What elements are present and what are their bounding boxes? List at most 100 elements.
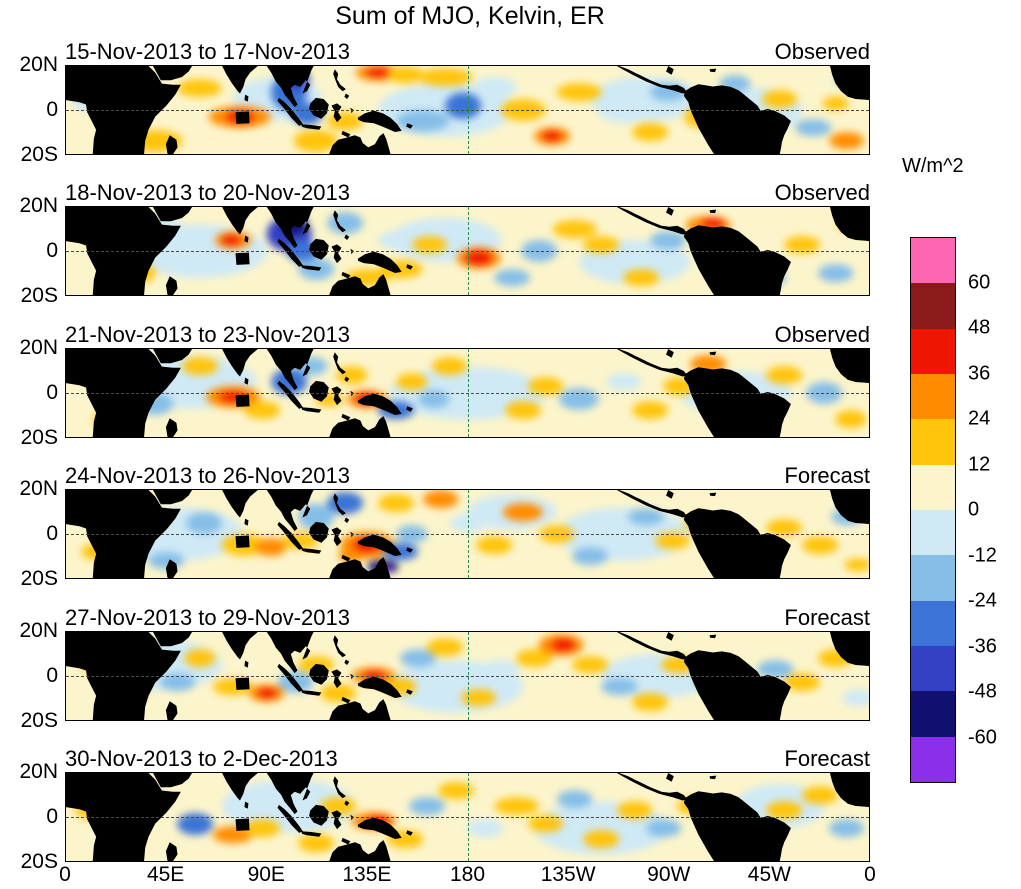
- anomaly-blob: [400, 649, 437, 667]
- anomaly-blob: [422, 490, 459, 508]
- anomaly-blob: [527, 377, 564, 395]
- anomaly-blob: [650, 231, 687, 250]
- colorbar-box: [911, 419, 955, 465]
- anomaly-blob: [427, 638, 464, 656]
- y-tick-label: 20N: [19, 618, 58, 642]
- colorbar-box: [911, 238, 955, 284]
- map-plot: [65, 347, 870, 438]
- y-tick-label: 20N: [19, 477, 58, 501]
- colorbar-box: [911, 691, 955, 737]
- panel-source-label: Forecast: [784, 463, 870, 489]
- anomaly-blob: [244, 819, 281, 837]
- colorbar-box: [911, 464, 955, 510]
- colorbar-tick-label: 60: [968, 271, 991, 293]
- y-tick-label: 20N: [19, 760, 58, 783]
- anomaly-blob: [623, 268, 660, 287]
- anomaly-blob: [701, 218, 725, 228]
- anomaly-blob: [828, 819, 865, 837]
- y-tick-label: 20S: [20, 425, 58, 449]
- y-tick-label: 0: [46, 805, 58, 828]
- panel-date-range: 27-Nov-2013 to 29-Nov-2013: [65, 604, 350, 630]
- anomaly-blob: [543, 131, 562, 141]
- y-tick-label: 0: [46, 522, 58, 546]
- anomaly-blob: [817, 264, 854, 283]
- anomaly-blob: [219, 392, 247, 402]
- anomaly-blob: [583, 830, 620, 848]
- panel-date-range: 24-Nov-2013 to 26-Nov-2013: [65, 463, 350, 489]
- anomaly-blob: [572, 547, 609, 565]
- anomaly-blob: [628, 507, 664, 526]
- panel-source-label: Forecast: [784, 604, 870, 630]
- panel-source-label: Observed: [774, 321, 870, 347]
- anomaly-blob: [494, 797, 539, 815]
- anomaly-blob: [476, 536, 513, 554]
- anomaly-blob: [418, 390, 450, 409]
- map-plot: [65, 206, 870, 297]
- anomaly-blob: [445, 92, 481, 119]
- anomaly-blob: [467, 819, 504, 837]
- anomaly-blob: [409, 797, 446, 815]
- anomaly-blob: [244, 401, 281, 420]
- y-tick-label: 20S: [20, 143, 58, 166]
- y-tick-label: 20S: [20, 708, 58, 732]
- colorbar-box: [911, 600, 955, 646]
- dateline-line: [467, 348, 469, 437]
- colorbar-box: [911, 328, 955, 374]
- x-tick-label: 135E: [342, 863, 392, 886]
- x-tick-label: 90E: [247, 863, 285, 886]
- dateline-line: [467, 207, 469, 296]
- anomaly-blob: [411, 235, 448, 254]
- anomaly-blob: [583, 235, 620, 254]
- anomaly-blob: [177, 79, 223, 97]
- colorbar-box: [911, 283, 955, 329]
- colorbar-tick-label: -60: [968, 726, 997, 748]
- anomaly-blob: [367, 68, 390, 77]
- y-tick-label: 20S: [20, 567, 58, 591]
- dateline-line: [467, 773, 469, 861]
- anomaly-blob: [605, 373, 642, 391]
- colorbar-tick-label: 24: [968, 407, 991, 430]
- anomaly-blob: [465, 251, 493, 265]
- colorbar-box: [911, 509, 955, 556]
- panel-date-range: 18-Nov-2013 to 20-Nov-2013: [65, 180, 350, 206]
- x-tick-label: 90W: [647, 863, 691, 886]
- anomaly-blob: [601, 677, 638, 696]
- map-plot: [65, 65, 870, 155]
- anomaly-blob: [645, 819, 682, 837]
- map-plot: [65, 772, 870, 862]
- anomaly-blob: [572, 655, 609, 674]
- anomaly-blob: [784, 235, 820, 254]
- map-plot: [65, 489, 870, 580]
- x-tick-label: 0: [864, 863, 876, 886]
- anomaly-blob: [828, 132, 865, 150]
- anomaly-blob: [757, 660, 794, 678]
- colorbar-tick-label: -24: [968, 589, 997, 612]
- colorbar-tick-label: -36: [968, 635, 997, 657]
- y-tick-label: 20S: [20, 850, 58, 873]
- anomaly-blob: [632, 123, 669, 141]
- colorbar-tick-label: 48: [968, 316, 991, 339]
- anomaly-blob: [186, 512, 223, 535]
- anomaly-blob: [761, 90, 798, 108]
- panel-date-range: 30-Nov-2013 to 2-Dec-2013: [65, 746, 338, 771]
- x-tick-label: 135W: [540, 863, 596, 886]
- anomaly-blob: [483, 660, 519, 678]
- dateline-line: [467, 631, 469, 720]
- anomaly-blob: [255, 538, 287, 557]
- colorbar-box: [911, 373, 955, 420]
- anomaly-blob: [784, 673, 820, 691]
- anomaly-blob: [835, 410, 867, 428]
- anomaly-blob: [654, 531, 691, 550]
- x-tick-label: 45E: [146, 863, 185, 886]
- anomaly-blob: [795, 118, 832, 137]
- anomaly-blob: [418, 68, 472, 86]
- anomaly-blob: [558, 388, 600, 411]
- colorbar-tick-label: 36: [968, 362, 991, 384]
- colorbar-box: [911, 555, 955, 601]
- anomaly-blob: [460, 688, 497, 707]
- y-tick-label: 0: [46, 239, 58, 263]
- colorbar-box: [911, 736, 955, 782]
- anomaly-blob: [514, 507, 533, 517]
- panel-date-range: 15-Nov-2013 to 17-Nov-2013: [65, 39, 350, 64]
